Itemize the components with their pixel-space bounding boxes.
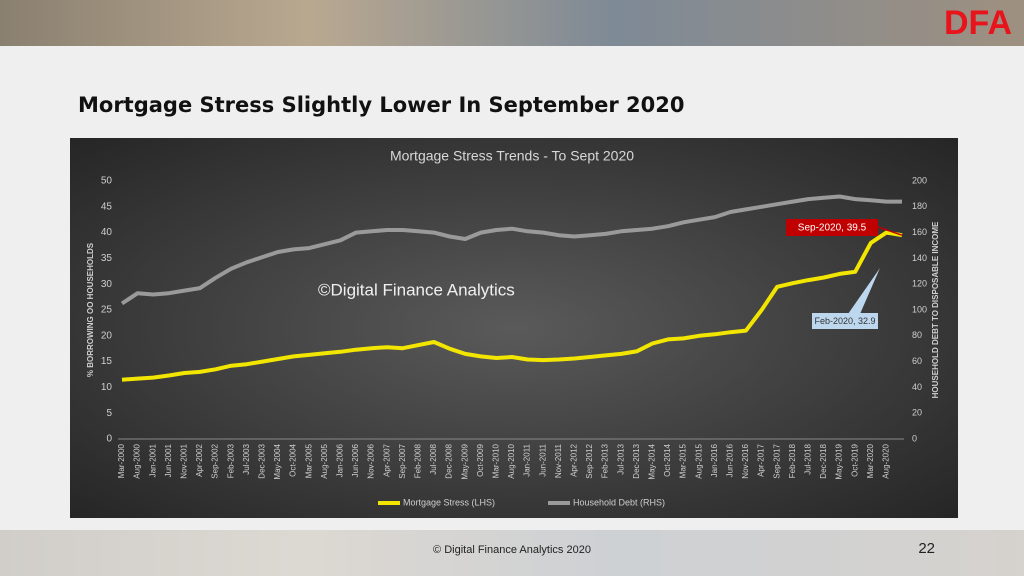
x-tick-label: Mar-2010 (492, 443, 501, 478)
x-tick-label: Nov-2011 (554, 443, 563, 478)
x-tick-label: Oct-2009 (476, 443, 485, 476)
x-tick-label: Apr-2012 (570, 443, 579, 476)
annotation-pointer (877, 226, 903, 236)
x-tick-label: May-2019 (835, 443, 844, 479)
x-tick-label: Jan-2006 (336, 443, 345, 477)
y2-tick-label: 140 (912, 253, 927, 263)
x-tick-label: Aug-2010 (507, 443, 516, 478)
y-tick-label: 30 (101, 279, 113, 290)
y-tick-label: 15 (101, 356, 113, 367)
x-tick-label: Oct-2004 (289, 443, 298, 476)
x-tick-label: Oct-2019 (850, 443, 859, 476)
x-tick-label: Jul-2013 (616, 443, 625, 474)
x-tick-label: Sep-2012 (585, 443, 594, 478)
y-tick-label: 0 (106, 434, 112, 445)
x-tick-label: Jul-2018 (804, 443, 813, 474)
x-tick-label: May-2004 (273, 443, 282, 479)
top-band (0, 0, 1024, 46)
page-number: 22 (918, 540, 935, 557)
y-axis-title: % BORROWING OO HOUSEHOLDS (86, 242, 95, 377)
y-tick-label: 45 (101, 201, 113, 212)
footer: © Digital Finance Analytics 2020 (433, 544, 591, 556)
chart-title: Mortgage Stress Trends - To Sept 2020 (390, 148, 634, 164)
x-tick-label: Feb-2003 (226, 443, 235, 478)
y-tick-label: 50 (101, 176, 113, 187)
x-tick-label: May-2009 (460, 443, 469, 479)
x-tick-label: Jul-2003 (242, 443, 251, 474)
y-tick-label: 25 (101, 305, 113, 316)
x-tick-label: Sep-2017 (772, 443, 781, 478)
bottom-band-veil (0, 530, 1024, 576)
logo: DFA (944, 4, 1012, 42)
x-tick-label: Sep-2007 (398, 443, 407, 478)
x-tick-label: Feb-2013 (601, 443, 610, 478)
y2-tick-label: 100 (912, 304, 927, 314)
x-tick-label: May-2014 (648, 443, 657, 479)
x-tick-label: Feb-2008 (414, 443, 423, 478)
x-tick-label: Mar-2020 (866, 443, 875, 478)
annotation-pointer (848, 268, 880, 314)
x-tick-label: Dec-2008 (445, 443, 454, 478)
x-tick-label: Aug-2005 (320, 443, 329, 478)
slide-title: Mortgage Stress Slightly Lower In Septem… (78, 93, 684, 117)
chart-panel (70, 138, 958, 518)
y2-tick-label: 0 (912, 433, 917, 443)
y2-tick-label: 60 (912, 356, 922, 366)
x-tick-label: Jul-2008 (429, 443, 438, 474)
x-tick-label: Apr-2002 (195, 443, 204, 476)
x-tick-label: Dec-2018 (819, 443, 828, 478)
y-tick-label: 10 (101, 382, 113, 393)
annotation: Sep-2020, 39.5 (798, 223, 867, 234)
y2-tick-label: 40 (912, 382, 922, 392)
y2-tick-label: 120 (912, 279, 927, 289)
y2-tick-label: 80 (912, 330, 922, 340)
x-tick-label: Jun-2006 (351, 443, 360, 477)
y2-tick-label: 200 (912, 175, 927, 185)
y-tick-label: 5 (106, 408, 112, 419)
x-tick-label: Aug-2020 (882, 443, 891, 478)
x-tick-label: Feb-2018 (788, 443, 797, 478)
x-tick-label: Jan-2016 (710, 443, 719, 477)
x-tick-label: Aug-2000 (133, 443, 142, 478)
x-tick-label: Dec-2003 (258, 443, 267, 478)
y2-tick-label: 20 (912, 408, 922, 418)
series-line (120, 194, 902, 306)
y-tick-label: 35 (101, 253, 113, 264)
y2-tick-label: 180 (912, 201, 927, 211)
x-tick-label: Jun-2016 (726, 443, 735, 477)
annotation: Feb-2020, 32.9 (814, 316, 875, 326)
y-tick-label: 40 (101, 227, 113, 238)
annotation-box (786, 219, 878, 236)
x-tick-label: Sep-2002 (211, 443, 220, 478)
x-tick-label: Apr-2017 (757, 443, 766, 476)
x-tick-label: Aug-2015 (694, 443, 703, 478)
x-tick-label: Nov-2006 (367, 443, 376, 478)
x-tick-label: Mar-2015 (679, 443, 688, 478)
x-tick-label: Apr-2007 (382, 443, 391, 476)
x-tick-label: Jan-2011 (523, 443, 532, 476)
x-tick-label: Nov-2016 (741, 443, 750, 478)
x-tick-label: Mar-2005 (304, 443, 313, 478)
x-tick-label: Oct-2014 (663, 443, 672, 476)
x-tick-label: Jun-2011 (538, 443, 547, 476)
x-tick-label: Jun-2001 (164, 443, 173, 477)
annotation-box (812, 313, 878, 329)
watermark: ©Digital Finance Analytics (318, 280, 515, 299)
series-line (121, 230, 903, 382)
x-tick-label: Jan-2001 (148, 443, 157, 477)
y2-axis-title: HOUSEHOLD DEBT TO DISPOSABLE INCOME (931, 221, 940, 398)
x-tick-label: Mar-2000 (117, 443, 126, 478)
legend-label: Mortgage Stress (LHS) (403, 497, 495, 507)
y-tick-label: 20 (101, 330, 113, 341)
x-tick-label: Dec-2013 (632, 443, 641, 478)
legend-label: Household Debt (RHS) (573, 497, 665, 507)
y2-tick-label: 160 (912, 227, 927, 237)
x-tick-label: Nov-2001 (180, 443, 189, 478)
